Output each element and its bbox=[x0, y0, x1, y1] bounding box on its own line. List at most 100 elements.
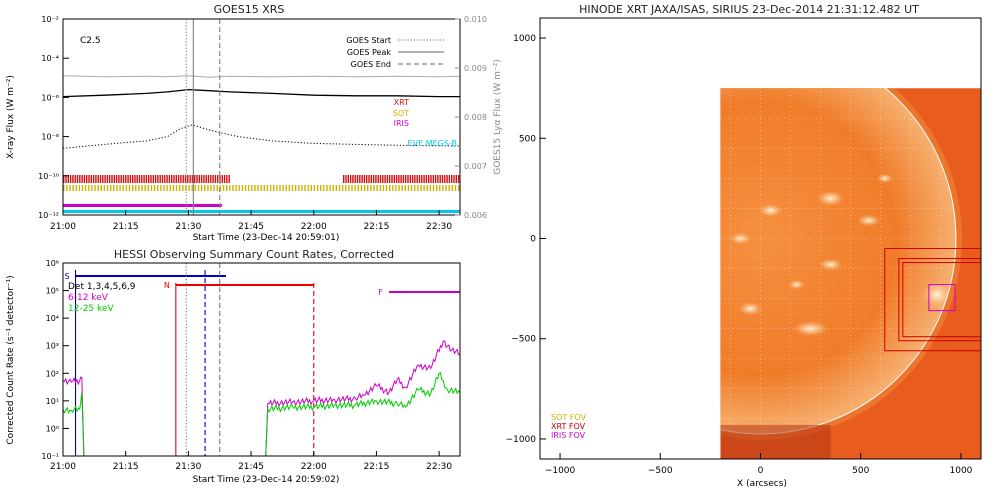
goes-xtick-label: 22:15 bbox=[363, 222, 389, 232]
goes-coverage-tick bbox=[288, 185, 291, 191]
goes-coverage-tick bbox=[168, 175, 171, 183]
goes-coverage-tick bbox=[366, 175, 368, 183]
goes-coverage-tick bbox=[445, 185, 447, 191]
goes-coverage-tick bbox=[301, 185, 303, 191]
goes-coverage-tick bbox=[379, 185, 381, 191]
goes-coverage-tick bbox=[128, 185, 131, 191]
goes-coverage-tick bbox=[196, 175, 198, 183]
goes-coverage-tick bbox=[228, 175, 230, 183]
goes-coverage-tick bbox=[389, 185, 391, 191]
hessi-legend-label: 12-25 keV bbox=[68, 304, 114, 314]
goes-coverage-tick bbox=[125, 175, 127, 183]
goes-xtick-label: 21:00 bbox=[50, 222, 76, 232]
goes-coverage-tick bbox=[115, 175, 118, 183]
goes-coverage-tick bbox=[104, 175, 106, 183]
goes-coverage-tick bbox=[150, 185, 153, 191]
goes-xtick-label: 21:45 bbox=[238, 222, 264, 232]
goes-coverage-bar bbox=[63, 210, 460, 213]
xrt-bright-region bbox=[792, 320, 829, 337]
goes-coverage-tick bbox=[391, 175, 393, 183]
goes-coverage-tick bbox=[251, 185, 253, 191]
goes-ylabel: X-ray Flux (W m⁻²) bbox=[6, 75, 16, 159]
goes-coverage-tick bbox=[200, 175, 203, 183]
goes-rytick-label: 0.007 bbox=[464, 162, 487, 171]
goes-coverage-tick bbox=[173, 175, 175, 183]
goes-coverage-tick bbox=[147, 185, 149, 191]
xrt-bright-region bbox=[738, 301, 763, 316]
xrt-xtick-label: −500 bbox=[648, 466, 673, 476]
goes-coverage-tick bbox=[434, 175, 437, 183]
goes-coverage-tick bbox=[282, 185, 284, 191]
goes-coverage-tick bbox=[184, 175, 187, 183]
goes-coverage-tick bbox=[122, 175, 125, 183]
goes-coverage-tick bbox=[398, 175, 400, 183]
goes-coverage-label: XRT bbox=[394, 98, 409, 107]
goes-coverage-tick bbox=[187, 175, 189, 183]
goes-rytick-label: 0.008 bbox=[464, 113, 487, 122]
goes-coverage-tick bbox=[411, 175, 414, 183]
goes-coverage-tick bbox=[437, 175, 439, 183]
goes-coverage-tick bbox=[132, 185, 134, 191]
goes-coverage-tick bbox=[420, 185, 422, 191]
hessi-title: HESSI Observing Summary Count Rates, Cor… bbox=[114, 248, 394, 261]
goes-coverage-tick bbox=[169, 185, 171, 191]
goes-coverage-tick bbox=[143, 175, 145, 183]
goes-coverage-tick bbox=[356, 175, 359, 183]
goes-coverage-tick bbox=[304, 185, 306, 191]
goes-coverage-tick bbox=[442, 185, 444, 191]
goes-coverage-tick bbox=[150, 175, 152, 183]
goes-coverage-tick bbox=[352, 175, 354, 183]
goes-coverage-tick bbox=[204, 185, 206, 191]
goes-coverage-tick bbox=[341, 185, 344, 191]
goes-coverage-tick bbox=[72, 185, 74, 191]
goes-coverage-tick bbox=[185, 185, 187, 191]
goes-coverage-tick bbox=[347, 175, 349, 183]
goes-coverage-tick bbox=[113, 185, 115, 191]
goes-coverage-tick bbox=[426, 185, 428, 191]
goes-coverage-tick bbox=[400, 175, 402, 183]
goes-coverage-tick bbox=[418, 175, 421, 183]
goes-coverage-tick bbox=[122, 185, 124, 191]
goes-coverage-tick bbox=[254, 185, 256, 191]
goes-coverage-tick bbox=[182, 185, 184, 191]
goes-coverage-tick bbox=[157, 185, 159, 191]
hessi-xtick-label: 21:15 bbox=[113, 462, 139, 472]
goes-series-0 bbox=[62, 75, 461, 78]
hessi-plot-frame bbox=[62, 262, 461, 457]
hessi-legend-label: Det 1,3,4,5,6,9 bbox=[68, 282, 136, 292]
goes-coverage-tick bbox=[191, 185, 193, 191]
goes-coverage-tick bbox=[389, 175, 391, 183]
xrt-xtick-label: 0 bbox=[758, 466, 764, 476]
goes-coverage-tick bbox=[266, 185, 269, 191]
hessi-series-0 bbox=[62, 340, 461, 457]
goes-rytick-label: 0.009 bbox=[464, 64, 487, 73]
goes-coverage-tick bbox=[453, 175, 455, 183]
goes-coverage-tick bbox=[436, 185, 438, 191]
goes-coverage-tick bbox=[221, 175, 223, 183]
goes-legend-label: GOES Peak bbox=[347, 48, 392, 57]
goes-coverage-tick bbox=[404, 185, 406, 191]
goes-coverage-tick bbox=[97, 185, 99, 191]
goes-rytick-label: 0.006 bbox=[464, 211, 487, 220]
goes-coverage-tick bbox=[457, 185, 460, 191]
goes-coverage-tick bbox=[407, 175, 409, 183]
goes-coverage-tick bbox=[385, 185, 388, 191]
goes-coverage-tick bbox=[451, 185, 453, 191]
goes-coverage-tick bbox=[141, 175, 143, 183]
goes-coverage-tick bbox=[163, 185, 165, 191]
goes-coverage-tick bbox=[214, 175, 217, 183]
goes-coverage-tick bbox=[111, 175, 113, 183]
goes-coverage-tick bbox=[357, 185, 359, 191]
goes-coverage-tick bbox=[448, 175, 451, 183]
goes-coverage-tick bbox=[216, 185, 218, 191]
goes-coverage-tick bbox=[129, 175, 132, 183]
goes-coverage-tick bbox=[207, 175, 210, 183]
goes-coverage-tick bbox=[113, 175, 115, 183]
goes-coverage-tick bbox=[65, 175, 67, 183]
goes-coverage-tick bbox=[153, 185, 156, 191]
goes-coverage-tick bbox=[157, 175, 159, 183]
goes-coverage-tick bbox=[410, 185, 413, 191]
goes-coverage-tick bbox=[110, 185, 112, 191]
hessi-legend-label: 6-12 keV bbox=[68, 293, 109, 303]
goes-coverage-tick bbox=[213, 185, 215, 191]
